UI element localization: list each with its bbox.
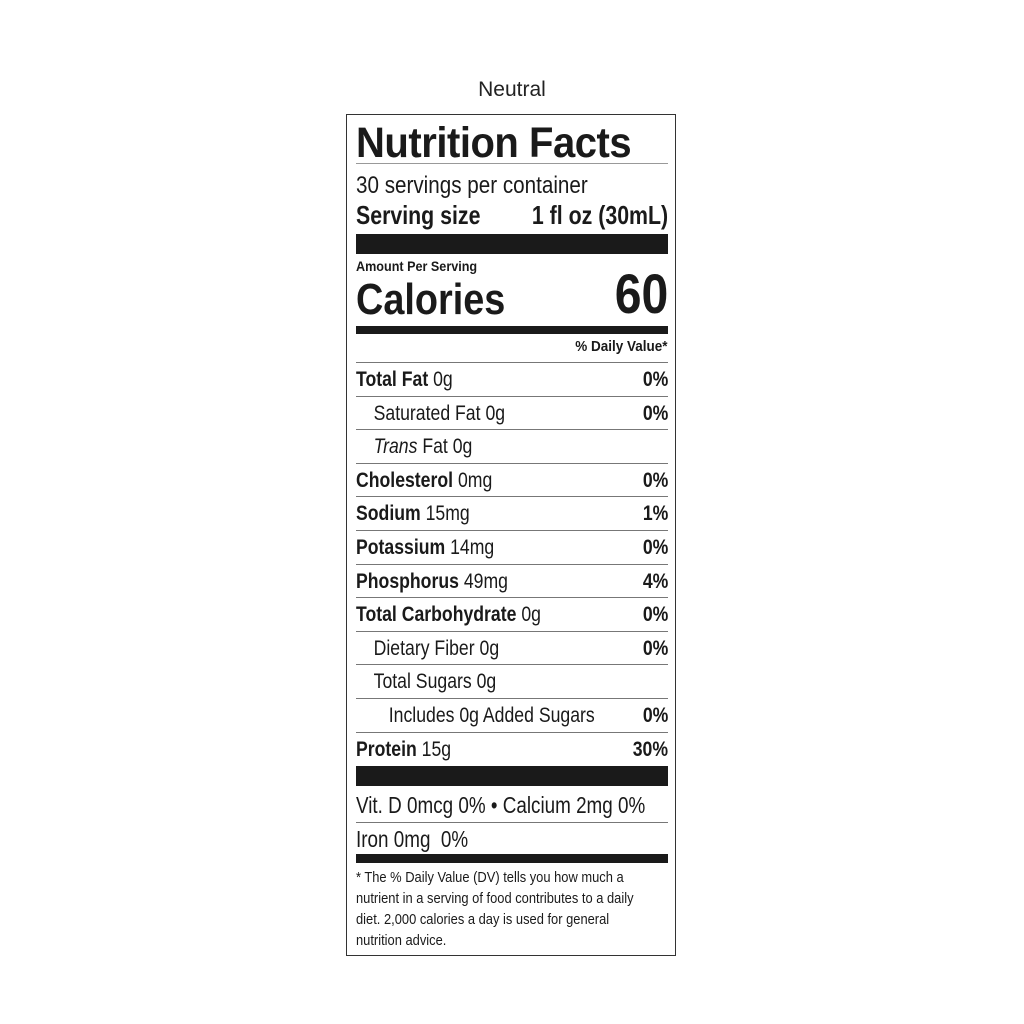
nutrient-name: Dietary Fiber 0g — [373, 636, 500, 660]
calories: Calories 60 — [356, 262, 668, 325]
daily-value-percent: 0% — [642, 535, 668, 559]
daily-value-percent: 4% — [642, 569, 668, 593]
daily-value-percent: 0% — [642, 636, 668, 660]
nutrition-label: Nutrition Facts 30 servings per containe… — [346, 114, 676, 956]
nutrient-row: Saturated Fat 0g 0% — [356, 395, 668, 430]
nutrient-name: Total Carbohydrate 0g — [356, 603, 541, 627]
nutrient-amount: 0g — [476, 670, 497, 694]
divider — [356, 822, 668, 823]
nutrient-amount: 14mg — [450, 535, 495, 559]
thick-divider — [356, 234, 668, 254]
nutrient-amount: 0g — [433, 368, 453, 391]
divider — [356, 163, 668, 164]
iron-row: Iron 0mg 0% — [356, 826, 469, 852]
nutrient-amount: 0g — [521, 603, 541, 627]
daily-value-percent: 1% — [642, 502, 668, 526]
nutrient-row: Includes 0g Added Sugars 0% — [356, 697, 668, 732]
vitamins-row: Vit. D 0mcg 0% • Calcium 2mg 0% — [356, 792, 646, 818]
nutrient-name: Saturated Fat 0g — [373, 401, 506, 425]
daily-value-percent: 30% — [632, 737, 668, 761]
amount-per-serving: Amount Per Serving — [356, 258, 478, 274]
nutrient-list: Total Fat 0g 0% Saturated Fat 0g 0% Trans Fa… — [356, 362, 668, 765]
nutrient-name: Sodium 15mg — [356, 502, 470, 526]
daily-value-percent: 0% — [642, 468, 668, 492]
nutrient-amount: 0g — [452, 435, 473, 459]
nutrient-row: Total Sugars 0g — [356, 664, 668, 698]
nutrient-row: Trans Fat 0g — [356, 429, 668, 463]
medium-divider — [356, 854, 668, 863]
nutrient-name: Total Fat 0g — [356, 368, 453, 391]
nutrient-row: Dietary Fiber 0g 0% — [356, 630, 668, 665]
nutrient-amount: 15mg — [425, 502, 470, 526]
nutrient-amount: 0mg — [457, 468, 493, 492]
medium-divider — [356, 326, 668, 334]
nutrient-row: Sodium 15mg 1% — [356, 496, 668, 530]
daily-value-percent: 0% — [642, 368, 668, 391]
nutrient-row: Cholesterol 0mg 0% — [356, 462, 668, 497]
nutrient-amount: 0g — [485, 401, 506, 425]
nutrient-amount: 0g — [479, 636, 500, 660]
product-caption: Neutral — [478, 78, 546, 101]
nutrient-row: Protein 15g 30% — [356, 731, 668, 766]
nutrient-amount: 15g — [421, 737, 452, 761]
nutrient-name: Protein 15g — [356, 737, 452, 761]
nutrient-name: Potassium 14mg — [356, 535, 495, 559]
thick-divider — [356, 766, 668, 786]
nutrient-name: Includes 0g Added Sugars — [388, 703, 595, 727]
nutrient-name: Cholesterol 0mg — [356, 468, 493, 492]
nutrient-row: Potassium 14mg 0% — [356, 529, 668, 564]
nutrient-name: Total Sugars 0g — [373, 670, 497, 694]
label-title: Nutrition Facts — [356, 119, 632, 167]
footnote: * The % Daily Value (DV) tells you how m… — [356, 869, 634, 949]
daily-value-percent: 0% — [642, 603, 668, 627]
nutrient-name: Trans Fat 0g — [373, 435, 473, 459]
nutrient-name: Phosphorus 49mg — [356, 569, 508, 593]
nutrient-row: Phosphorus 49mg 4% — [356, 563, 668, 598]
nutrient-row: Total Fat 0g 0% — [356, 362, 668, 396]
daily-value-percent: 0% — [642, 703, 668, 727]
daily-value-header: % Daily Value* — [575, 338, 668, 355]
daily-value-percent: 0% — [642, 401, 668, 425]
serving-size: Serving size 1 fl oz (30mL) — [356, 200, 668, 230]
nutrient-amount: 49mg — [463, 569, 508, 593]
servings-per-container: 30 servings per container — [356, 172, 588, 199]
nutrient-row: Total Carbohydrate 0g 0% — [356, 597, 668, 631]
